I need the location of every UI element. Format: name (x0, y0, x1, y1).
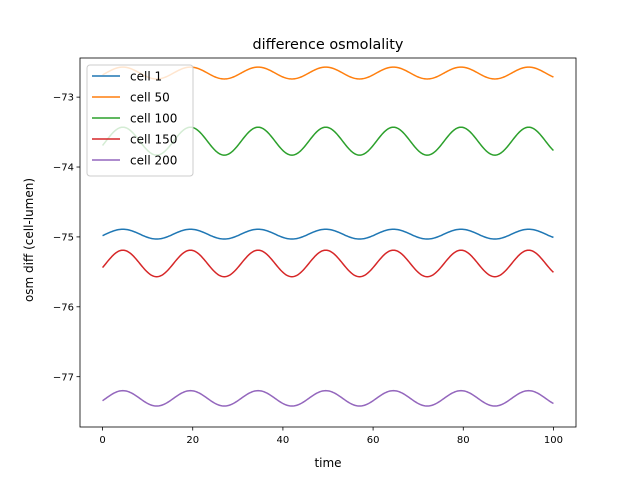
y-tick-label: −76 (53, 302, 74, 313)
y-tick-label: −75 (53, 233, 74, 244)
x-tick-label: 60 (367, 435, 380, 446)
x-tick-label: 0 (99, 435, 105, 446)
legend-label: cell 1 (130, 70, 162, 84)
axes-frame (79, 57, 577, 428)
legend-label: cell 50 (130, 91, 170, 105)
y-axis-label: osm diff (cell-lumen) (22, 178, 36, 302)
chart-title: difference osmolality (253, 37, 404, 53)
y-tick-label: −77 (53, 372, 74, 383)
y-tick-label: −73 (53, 93, 74, 104)
x-tick-label: 80 (457, 435, 470, 446)
series-line-cell-200 (102, 389, 554, 407)
y-tick-label: −74 (53, 163, 74, 174)
legend-box (86, 64, 194, 177)
x-axis-label: time (314, 456, 341, 470)
legend-label: cell 150 (130, 133, 177, 147)
legend: cell 1 cell 50 cell 100 cell 150 cell 200 (86, 64, 194, 177)
y-axis: −77 −76 −75 −74 −73 (53, 93, 80, 383)
legend-label: cell 200 (130, 154, 177, 168)
legend-label: cell 100 (130, 112, 177, 126)
x-tick-label: 40 (277, 435, 290, 446)
x-axis: 0 20 40 60 80 100 (99, 427, 563, 446)
x-tick-label: 100 (544, 435, 563, 446)
x-tick-label: 20 (186, 435, 199, 446)
series-line-cell-1 (102, 228, 554, 240)
series-line-cell-150 (101, 249, 554, 278)
